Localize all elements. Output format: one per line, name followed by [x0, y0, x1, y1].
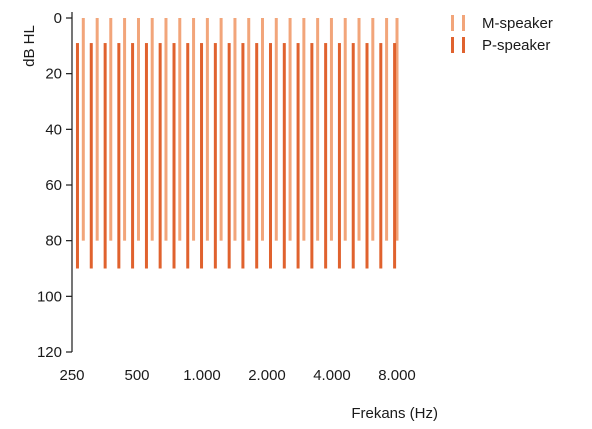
m-speaker-bar — [274, 18, 278, 241]
x-axis-ticks: 250 500 1.000 2.000 4.000 8.000 — [59, 367, 415, 384]
y-tick-label: 20 — [45, 66, 62, 83]
m-speaker-bar — [385, 18, 389, 241]
x-axis-label: Frekans (Hz) — [351, 405, 438, 422]
p-speaker-bar — [131, 43, 135, 269]
y-axis-label: dB HL — [21, 25, 38, 67]
m-speaker-bar — [95, 18, 99, 241]
m-speaker-bar — [109, 18, 113, 241]
m-speaker-bar — [178, 18, 182, 241]
p-speaker-bar — [172, 43, 176, 269]
p-speaker-bar — [144, 43, 148, 269]
m-speaker-bar — [343, 18, 347, 241]
p-speaker-bar — [365, 43, 369, 269]
m-speaker-bar — [316, 18, 320, 241]
m-speaker-bar — [136, 18, 140, 241]
chart-bars — [75, 18, 399, 269]
y-tick-label: 80 — [45, 233, 62, 250]
legend-item-m-speaker: M-speaker — [446, 12, 553, 34]
p-speaker-bar — [75, 43, 79, 269]
m-speaker-bar — [233, 18, 237, 241]
x-tick-label: 8.000 — [378, 367, 416, 384]
legend-swatch-p-speaker — [446, 37, 470, 53]
p-speaker-bar — [393, 43, 397, 269]
x-tick-label: 250 — [59, 367, 84, 384]
x-tick-label: 500 — [124, 367, 149, 384]
p-speaker-bar — [296, 43, 300, 269]
p-speaker-bar — [268, 43, 272, 269]
p-speaker-bar — [351, 43, 355, 269]
m-speaker-bar — [395, 18, 399, 241]
p-speaker-bar — [158, 43, 162, 269]
p-speaker-bar — [227, 43, 231, 269]
y-tick-label: 60 — [45, 177, 62, 194]
y-tick-label: 0 — [54, 10, 62, 27]
p-speaker-bar — [255, 43, 259, 269]
m-speaker-bar — [123, 18, 127, 241]
p-speaker-bar — [282, 43, 286, 269]
y-tick-label: 100 — [37, 288, 62, 305]
m-speaker-bar — [288, 18, 292, 241]
m-speaker-bar — [357, 18, 361, 241]
x-tick-label: 4.000 — [313, 367, 351, 384]
legend-label-p-speaker: P-speaker — [482, 36, 551, 54]
m-speaker-bar — [164, 18, 168, 241]
y-tick-label: 40 — [45, 121, 62, 138]
m-speaker-bar — [329, 18, 333, 241]
x-tick-label: 2.000 — [248, 367, 286, 384]
m-speaker-bar — [81, 18, 85, 241]
m-speaker-bar — [302, 18, 306, 241]
legend-label-m-speaker: M-speaker — [482, 14, 553, 32]
m-speaker-bar — [247, 18, 251, 241]
p-speaker-bar — [241, 43, 245, 269]
p-speaker-bar — [324, 43, 328, 269]
p-speaker-bar — [117, 43, 121, 269]
p-speaker-bar — [310, 43, 314, 269]
chart-legend: M-speaker P-speaker — [446, 12, 553, 56]
p-speaker-bar — [103, 43, 107, 269]
m-speaker-bar — [192, 18, 196, 241]
m-speaker-bar — [205, 18, 209, 241]
p-speaker-bar — [379, 43, 383, 269]
p-speaker-bar — [186, 43, 190, 269]
p-speaker-bar — [213, 43, 217, 269]
y-axis-ticks: 0 20 40 60 80 100 120 — [37, 10, 72, 361]
m-speaker-bar — [150, 18, 154, 241]
p-speaker-bar — [200, 43, 204, 269]
p-speaker-bar — [89, 43, 93, 269]
p-speaker-bar — [337, 43, 341, 269]
y-tick-label: 120 — [37, 344, 62, 361]
m-speaker-bar — [371, 18, 375, 241]
legend-item-p-speaker: P-speaker — [446, 34, 553, 56]
m-speaker-bar — [219, 18, 223, 241]
x-tick-label: 1.000 — [183, 367, 221, 384]
m-speaker-bar — [260, 18, 264, 241]
legend-swatch-m-speaker — [446, 15, 470, 31]
